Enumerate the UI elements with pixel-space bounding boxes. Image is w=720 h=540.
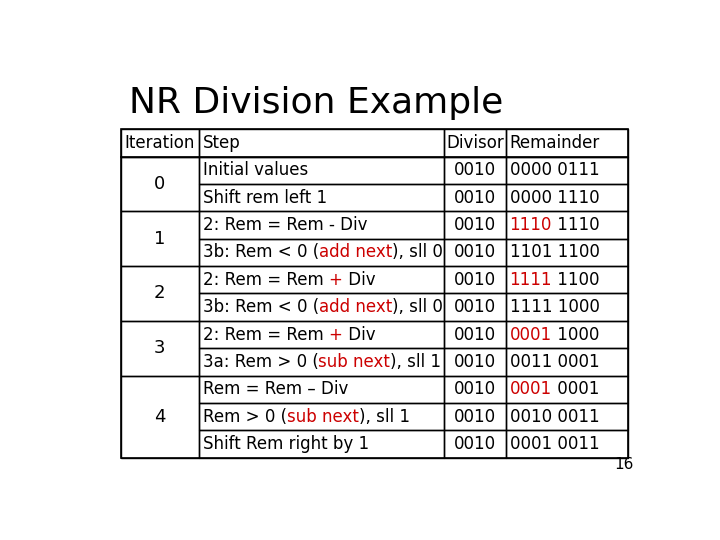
Text: 0010: 0010 [454,271,496,289]
Text: 1110: 1110 [510,216,552,234]
Bar [505,321,629,348]
Text: +: + [329,326,343,343]
Bar [199,184,444,211]
Text: ), sll 0: ), sll 0 [392,298,443,316]
Bar [505,239,629,266]
Text: 0010: 0010 [454,353,496,371]
Text: 2: Rem = Rem - Div: 2: Rem = Rem - Div [203,216,367,234]
Bar [505,157,629,184]
Text: 16: 16 [615,457,634,472]
Text: Shift rem left 1: Shift rem left 1 [203,188,327,207]
Bar [444,266,505,293]
Text: ), sll 1: ), sll 1 [390,353,441,371]
Text: 0001: 0001 [510,380,552,399]
Bar [444,348,505,376]
Text: 1110: 1110 [552,216,600,234]
Bar [505,430,629,458]
Bar [444,129,505,157]
Bar [444,376,505,403]
Text: 1000: 1000 [552,326,599,343]
Bar [444,184,505,211]
Text: 3a: Rem > 0 (: 3a: Rem > 0 ( [203,353,318,371]
Bar [444,239,505,266]
Text: 0001: 0001 [552,380,599,399]
Bar [444,211,505,239]
Bar [444,430,505,458]
Text: Rem > 0 (: Rem > 0 ( [203,408,287,426]
Bar [444,403,505,430]
Text: Step: Step [203,134,240,152]
Text: 0010: 0010 [454,161,496,179]
Bar [505,293,629,321]
Bar [199,157,444,184]
Text: Div: Div [343,271,375,289]
Text: 0010: 0010 [454,244,496,261]
Bar [199,348,444,376]
Text: 1111 1000: 1111 1000 [510,298,600,316]
Text: 0010: 0010 [454,188,496,207]
Text: Remainder: Remainder [510,134,600,152]
Text: 0011 0001: 0011 0001 [510,353,599,371]
Text: 1: 1 [154,230,166,248]
Text: 3b: Rem < 0 (: 3b: Rem < 0 ( [203,244,319,261]
Text: sub next: sub next [287,408,359,426]
Bar [505,129,629,157]
Bar [199,403,444,430]
Text: 0010: 0010 [454,408,496,426]
Text: 0010: 0010 [454,298,496,316]
Text: 2: Rem = Rem: 2: Rem = Rem [203,271,329,289]
Bar [505,376,629,403]
Text: NR Division Example: NR Division Example [129,85,503,119]
Text: Div: Div [343,326,375,343]
Bar [199,430,444,458]
Bar [444,157,505,184]
Text: sub next: sub next [318,353,390,371]
Bar [199,266,444,293]
Text: add next: add next [319,244,392,261]
Text: Divisor: Divisor [446,134,504,152]
Bar [199,321,444,348]
Bar [199,129,444,157]
Text: 0010: 0010 [454,435,496,453]
Text: 3b: Rem < 0 (: 3b: Rem < 0 ( [203,298,319,316]
Text: 0000 1110: 0000 1110 [510,188,599,207]
Text: 0: 0 [154,175,166,193]
Bar [199,293,444,321]
Text: 1101 1100: 1101 1100 [510,244,600,261]
Text: 0001 0011: 0001 0011 [510,435,599,453]
Bar [505,348,629,376]
Bar [199,211,444,239]
Text: Initial values: Initial values [203,161,308,179]
Text: 0010: 0010 [454,380,496,399]
Text: 0000 0111: 0000 0111 [510,161,599,179]
Bar [505,211,629,239]
Text: 0001: 0001 [510,326,552,343]
Text: 3: 3 [154,339,166,357]
Bar [505,266,629,293]
Text: 1100: 1100 [552,271,600,289]
Text: Rem = Rem – Div: Rem = Rem – Div [203,380,348,399]
Text: +: + [329,271,343,289]
Text: 4: 4 [154,408,166,426]
Bar [505,184,629,211]
Text: 2: Rem = Rem: 2: Rem = Rem [203,326,329,343]
Text: 1111: 1111 [510,271,552,289]
Text: 0010 0011: 0010 0011 [510,408,599,426]
Text: Iteration: Iteration [125,134,195,152]
Text: 0010: 0010 [454,216,496,234]
Text: add next: add next [319,298,392,316]
Bar [199,239,444,266]
Bar [444,321,505,348]
Text: Shift Rem right by 1: Shift Rem right by 1 [203,435,369,453]
Text: ), sll 0: ), sll 0 [392,244,443,261]
Bar [121,129,199,157]
Text: 0010: 0010 [454,326,496,343]
Bar [505,403,629,430]
Bar [199,376,444,403]
Text: ), sll 1: ), sll 1 [359,408,410,426]
Text: 2: 2 [154,285,166,302]
Bar [444,293,505,321]
